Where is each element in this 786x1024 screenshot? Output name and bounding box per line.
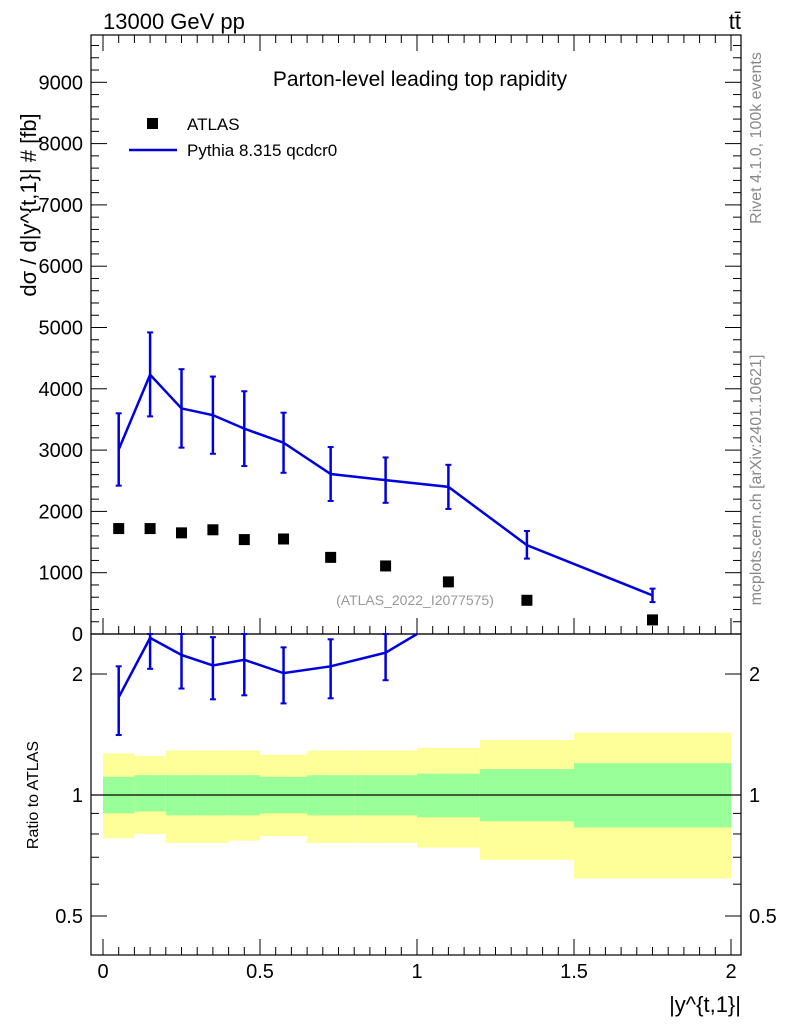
y-tick-label: 2000: [39, 501, 84, 523]
ratio-line: [117, 632, 418, 698]
atlas-data-point: [144, 523, 156, 535]
main-series: [113, 331, 658, 626]
y-tick-label: 7000: [39, 195, 84, 217]
y-tick-label: 9000: [39, 72, 84, 94]
y-tick-label: 1000: [39, 563, 84, 585]
green-band-bin: [134, 775, 166, 812]
y-tick-label: 4000: [39, 379, 84, 401]
atlas-data-point: [207, 524, 219, 536]
ratio-y-tick-label: 0.5: [55, 906, 83, 928]
legend-pythia-label: Pythia 8.315 qcdcr0: [187, 141, 337, 160]
atlas-data-point: [647, 614, 658, 626]
legend: ATLAS Pythia 8.315 qcdcr0: [129, 115, 337, 160]
atlas-data-point: [380, 560, 392, 572]
y-tick-label: 6000: [39, 256, 84, 278]
legend-atlas-marker: [147, 118, 158, 129]
y-axis-label: dσ / d|y^{t,1}| # [fb]: [16, 113, 41, 296]
atlas-data-point: [278, 533, 290, 545]
ratio-y-tick-label: 0.5: [749, 906, 777, 928]
ratio-y-axis-label: Ratio to ATLAS: [25, 741, 42, 849]
axis-ticks: 1000 2000 3000 4000 5000 6000 7000 8000 9000 0 0 0.…: [39, 35, 777, 983]
x-tick-label: 2: [725, 961, 736, 983]
y-tick-label: 3000: [39, 440, 84, 462]
x-tick-label: 0: [97, 961, 108, 983]
atlas-data-point: [442, 576, 454, 588]
rivet-label: Rivet 4.1.0, 100k events: [748, 52, 765, 224]
analysis-label: (ATLAS_2022_I2077575): [336, 592, 494, 608]
y-tick-label: 8000: [39, 134, 84, 156]
atlas-data-point: [521, 594, 533, 606]
atlas-data-point: [325, 551, 337, 563]
x-tick-label: 1: [411, 961, 422, 983]
atlas-data-point: [113, 523, 125, 535]
energy-label: 13000 GeV pp: [103, 9, 245, 34]
mcplots-label: mcplots.cern.ch [arXiv:2401.10621]: [748, 355, 765, 606]
ratio-y-tick-label: 2: [749, 664, 760, 686]
x-tick-label: 1.5: [560, 961, 588, 983]
legend-atlas-label: ATLAS: [187, 115, 240, 134]
ratio-y-tick-label: 1: [749, 785, 760, 807]
y-tick-label: 5000: [39, 318, 84, 340]
x-axis-label: |y^{t,1}|: [669, 992, 741, 1017]
ratio-frame: [90, 633, 742, 956]
process-label: tt̄: [729, 9, 741, 34]
uncertainty-bands: [103, 732, 731, 879]
chart-title: Parton-level leading top rapidity: [273, 68, 568, 91]
x-tick-label: 0.5: [246, 961, 274, 983]
ratio-series: [115, 632, 418, 737]
y-tick-label: 0: [72, 624, 83, 646]
ratio-y-tick-label: 2: [72, 664, 83, 686]
atlas-data-point: [238, 534, 250, 546]
ratio-y-tick-label: 1: [72, 785, 83, 807]
atlas-data-point: [176, 527, 187, 539]
